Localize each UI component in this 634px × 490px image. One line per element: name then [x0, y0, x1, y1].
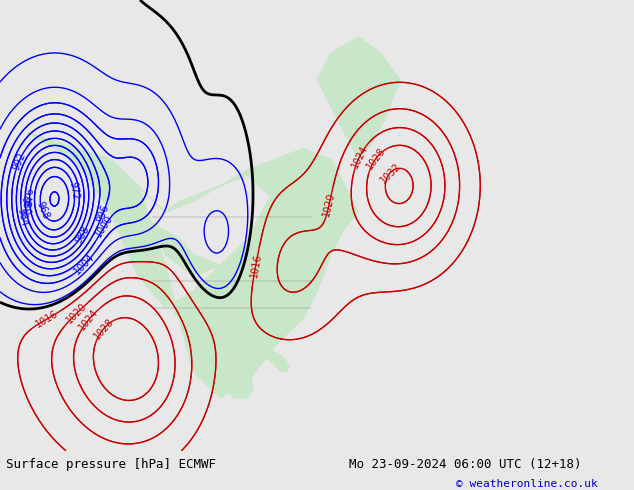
Text: 1020: 1020: [321, 191, 337, 217]
Polygon shape: [110, 148, 344, 228]
Polygon shape: [171, 308, 254, 398]
Text: 1000: 1000: [94, 214, 115, 240]
Text: 1004: 1004: [73, 252, 97, 276]
Polygon shape: [317, 37, 399, 159]
Text: 996: 996: [95, 202, 111, 223]
Text: 968: 968: [34, 200, 50, 221]
Polygon shape: [264, 350, 290, 371]
Text: 1016: 1016: [249, 252, 263, 278]
Text: 984: 984: [16, 207, 30, 227]
Text: Mo 23-09-2024 06:00 UTC (12+18): Mo 23-09-2024 06:00 UTC (12+18): [349, 458, 581, 471]
Text: 980: 980: [20, 196, 31, 216]
Text: © weatheronline.co.uk: © weatheronline.co.uk: [456, 479, 598, 489]
Text: 988: 988: [74, 224, 92, 245]
Text: 1028: 1028: [365, 146, 387, 172]
Polygon shape: [27, 133, 358, 398]
Text: 972: 972: [67, 180, 81, 200]
Text: 1024: 1024: [77, 307, 101, 332]
Text: 976: 976: [24, 187, 35, 206]
Polygon shape: [152, 223, 303, 292]
Text: Surface pressure [hPa] ECMWF: Surface pressure [hPa] ECMWF: [6, 458, 216, 471]
Text: 1028: 1028: [92, 316, 116, 341]
Text: 1020: 1020: [64, 301, 89, 326]
Text: 1032: 1032: [378, 161, 403, 185]
Text: 1016: 1016: [34, 309, 60, 330]
Text: 1024: 1024: [350, 143, 370, 170]
Text: 992: 992: [11, 150, 27, 172]
